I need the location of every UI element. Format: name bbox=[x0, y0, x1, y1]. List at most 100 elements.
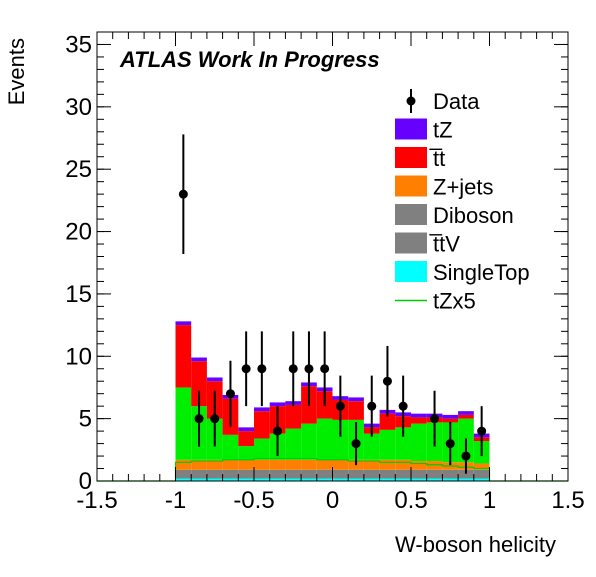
bar-tz-1 bbox=[191, 357, 207, 362]
bar-singletop-2 bbox=[206, 478, 223, 481]
bar-singletop-19 bbox=[473, 478, 490, 481]
bar-singletop-17 bbox=[442, 478, 459, 481]
data-point-7 bbox=[288, 364, 298, 374]
bar-singletop-0 bbox=[175, 478, 192, 481]
bar-tz-11 bbox=[348, 397, 364, 402]
y-tick-label-1: 5 bbox=[79, 406, 92, 433]
data-point-0 bbox=[178, 189, 188, 199]
x-tick-label-4: 0.5 bbox=[394, 487, 427, 514]
bar-zjets-9 bbox=[316, 459, 333, 470]
bar-tt-0 bbox=[175, 325, 192, 388]
bar-diboson-17 bbox=[442, 469, 459, 474]
bar-ttv-2 bbox=[206, 473, 223, 479]
stacked-bars bbox=[175, 321, 490, 481]
bar-ttv-13 bbox=[379, 473, 396, 479]
bar-zjets-6 bbox=[269, 459, 286, 470]
bar-tz-2 bbox=[206, 377, 223, 382]
legend-ttv-5-label: t̅tV bbox=[429, 232, 460, 257]
bar-diboson-2 bbox=[206, 469, 223, 474]
data-point-5 bbox=[257, 364, 267, 374]
data-point-11 bbox=[351, 439, 361, 449]
bar-singletop-8 bbox=[301, 478, 317, 481]
legend-data-0-marker bbox=[406, 96, 416, 106]
bar-singletop-7 bbox=[285, 478, 302, 481]
x-tick-label-1: -1 bbox=[165, 487, 186, 514]
bar-tzx5-0 bbox=[175, 387, 192, 460]
data-points bbox=[178, 134, 487, 474]
bar-tz-0 bbox=[175, 321, 192, 326]
legend-singletop-6-swatch bbox=[395, 261, 427, 282]
bar-ttv-7 bbox=[285, 473, 302, 479]
bar-ttv-4 bbox=[238, 473, 254, 479]
bar-diboson-5 bbox=[254, 469, 270, 474]
bar-singletop-16 bbox=[426, 478, 443, 481]
x-axis-title: W-boson helicity bbox=[395, 532, 556, 557]
bar-tzx5-5 bbox=[254, 438, 270, 460]
bar-tzx5-10 bbox=[332, 419, 349, 460]
y-tick-label-5: 25 bbox=[65, 156, 92, 183]
legend-diboson-4-label: Diboson bbox=[433, 203, 514, 228]
bar-tz-5 bbox=[254, 407, 270, 412]
y-tick-label-0: 0 bbox=[79, 468, 92, 495]
data-point-9 bbox=[320, 364, 330, 374]
bar-tt-1 bbox=[191, 361, 207, 407]
data-point-3 bbox=[225, 389, 235, 399]
bar-zjets-5 bbox=[254, 459, 270, 470]
data-point-17 bbox=[461, 451, 471, 461]
bar-diboson-3 bbox=[222, 469, 239, 474]
bar-ttv-1 bbox=[191, 473, 207, 479]
legend-diboson-4-swatch bbox=[395, 204, 427, 225]
bar-singletop-5 bbox=[254, 478, 270, 481]
bar-tzx5-7 bbox=[285, 428, 302, 460]
x-tick-label-2: -0.5 bbox=[233, 487, 274, 514]
bar-tt-11 bbox=[348, 401, 364, 420]
bar-ttv-14 bbox=[395, 473, 411, 479]
bar-singletop-10 bbox=[332, 478, 349, 481]
bar-tz-15 bbox=[411, 413, 427, 418]
bar-ttv-6 bbox=[269, 473, 286, 479]
bar-ttv-8 bbox=[301, 473, 317, 479]
data-point-12 bbox=[367, 401, 377, 411]
data-point-15 bbox=[430, 414, 440, 424]
bar-tt-5 bbox=[254, 411, 270, 439]
bar-ttv-9 bbox=[316, 473, 333, 479]
bar-tzx5-9 bbox=[316, 418, 333, 460]
axes: -1.5 -1 -0.5 0 0.5 1 1.5 0 5 10 15 20 25 30 35 bbox=[65, 31, 584, 514]
bar-zjets-4 bbox=[238, 459, 254, 470]
bar-diboson-10 bbox=[332, 469, 349, 474]
legend-tt-2-label: t̅t bbox=[429, 146, 445, 171]
data-point-8 bbox=[304, 364, 314, 374]
x-tick-label-0: -1.5 bbox=[76, 487, 117, 514]
data-point-6 bbox=[273, 426, 283, 436]
bar-singletop-11 bbox=[348, 478, 364, 481]
bar-zjets-10 bbox=[332, 459, 349, 470]
bar-diboson-1 bbox=[191, 469, 207, 474]
data-point-18 bbox=[477, 426, 487, 436]
bar-singletop-3 bbox=[222, 478, 239, 481]
bar-ttv-3 bbox=[222, 473, 239, 479]
tzx5-step-line bbox=[97, 457, 568, 482]
bar-ttv-12 bbox=[363, 473, 380, 479]
y-tick-label-2: 10 bbox=[65, 343, 92, 370]
bar-diboson-14 bbox=[395, 469, 411, 474]
bar-zjets-1 bbox=[191, 459, 207, 470]
x-tick-label-5: 1 bbox=[483, 487, 496, 514]
bar-diboson-16 bbox=[426, 469, 443, 474]
data-point-13 bbox=[382, 376, 392, 386]
legend-ttv-5-swatch bbox=[395, 232, 427, 254]
bar-ttv-16 bbox=[426, 473, 443, 479]
legend-zjets-3-label: Z+jets bbox=[433, 175, 494, 200]
legend: Data tZ t̅t Z+jets Diboson t̅tV SingleTop tZx5 bbox=[395, 89, 530, 314]
bar-diboson-8 bbox=[301, 469, 317, 474]
bar-diboson-12 bbox=[363, 469, 380, 474]
bar-zjets-2 bbox=[206, 459, 223, 470]
y-tick-label-3: 15 bbox=[65, 281, 92, 308]
legend-tt-2-swatch bbox=[395, 147, 427, 168]
bar-singletop-13 bbox=[379, 478, 396, 481]
bar-ttv-10 bbox=[332, 473, 349, 479]
bar-tt-18 bbox=[458, 414, 474, 419]
data-point-14 bbox=[398, 401, 408, 411]
bar-diboson-15 bbox=[411, 469, 427, 474]
